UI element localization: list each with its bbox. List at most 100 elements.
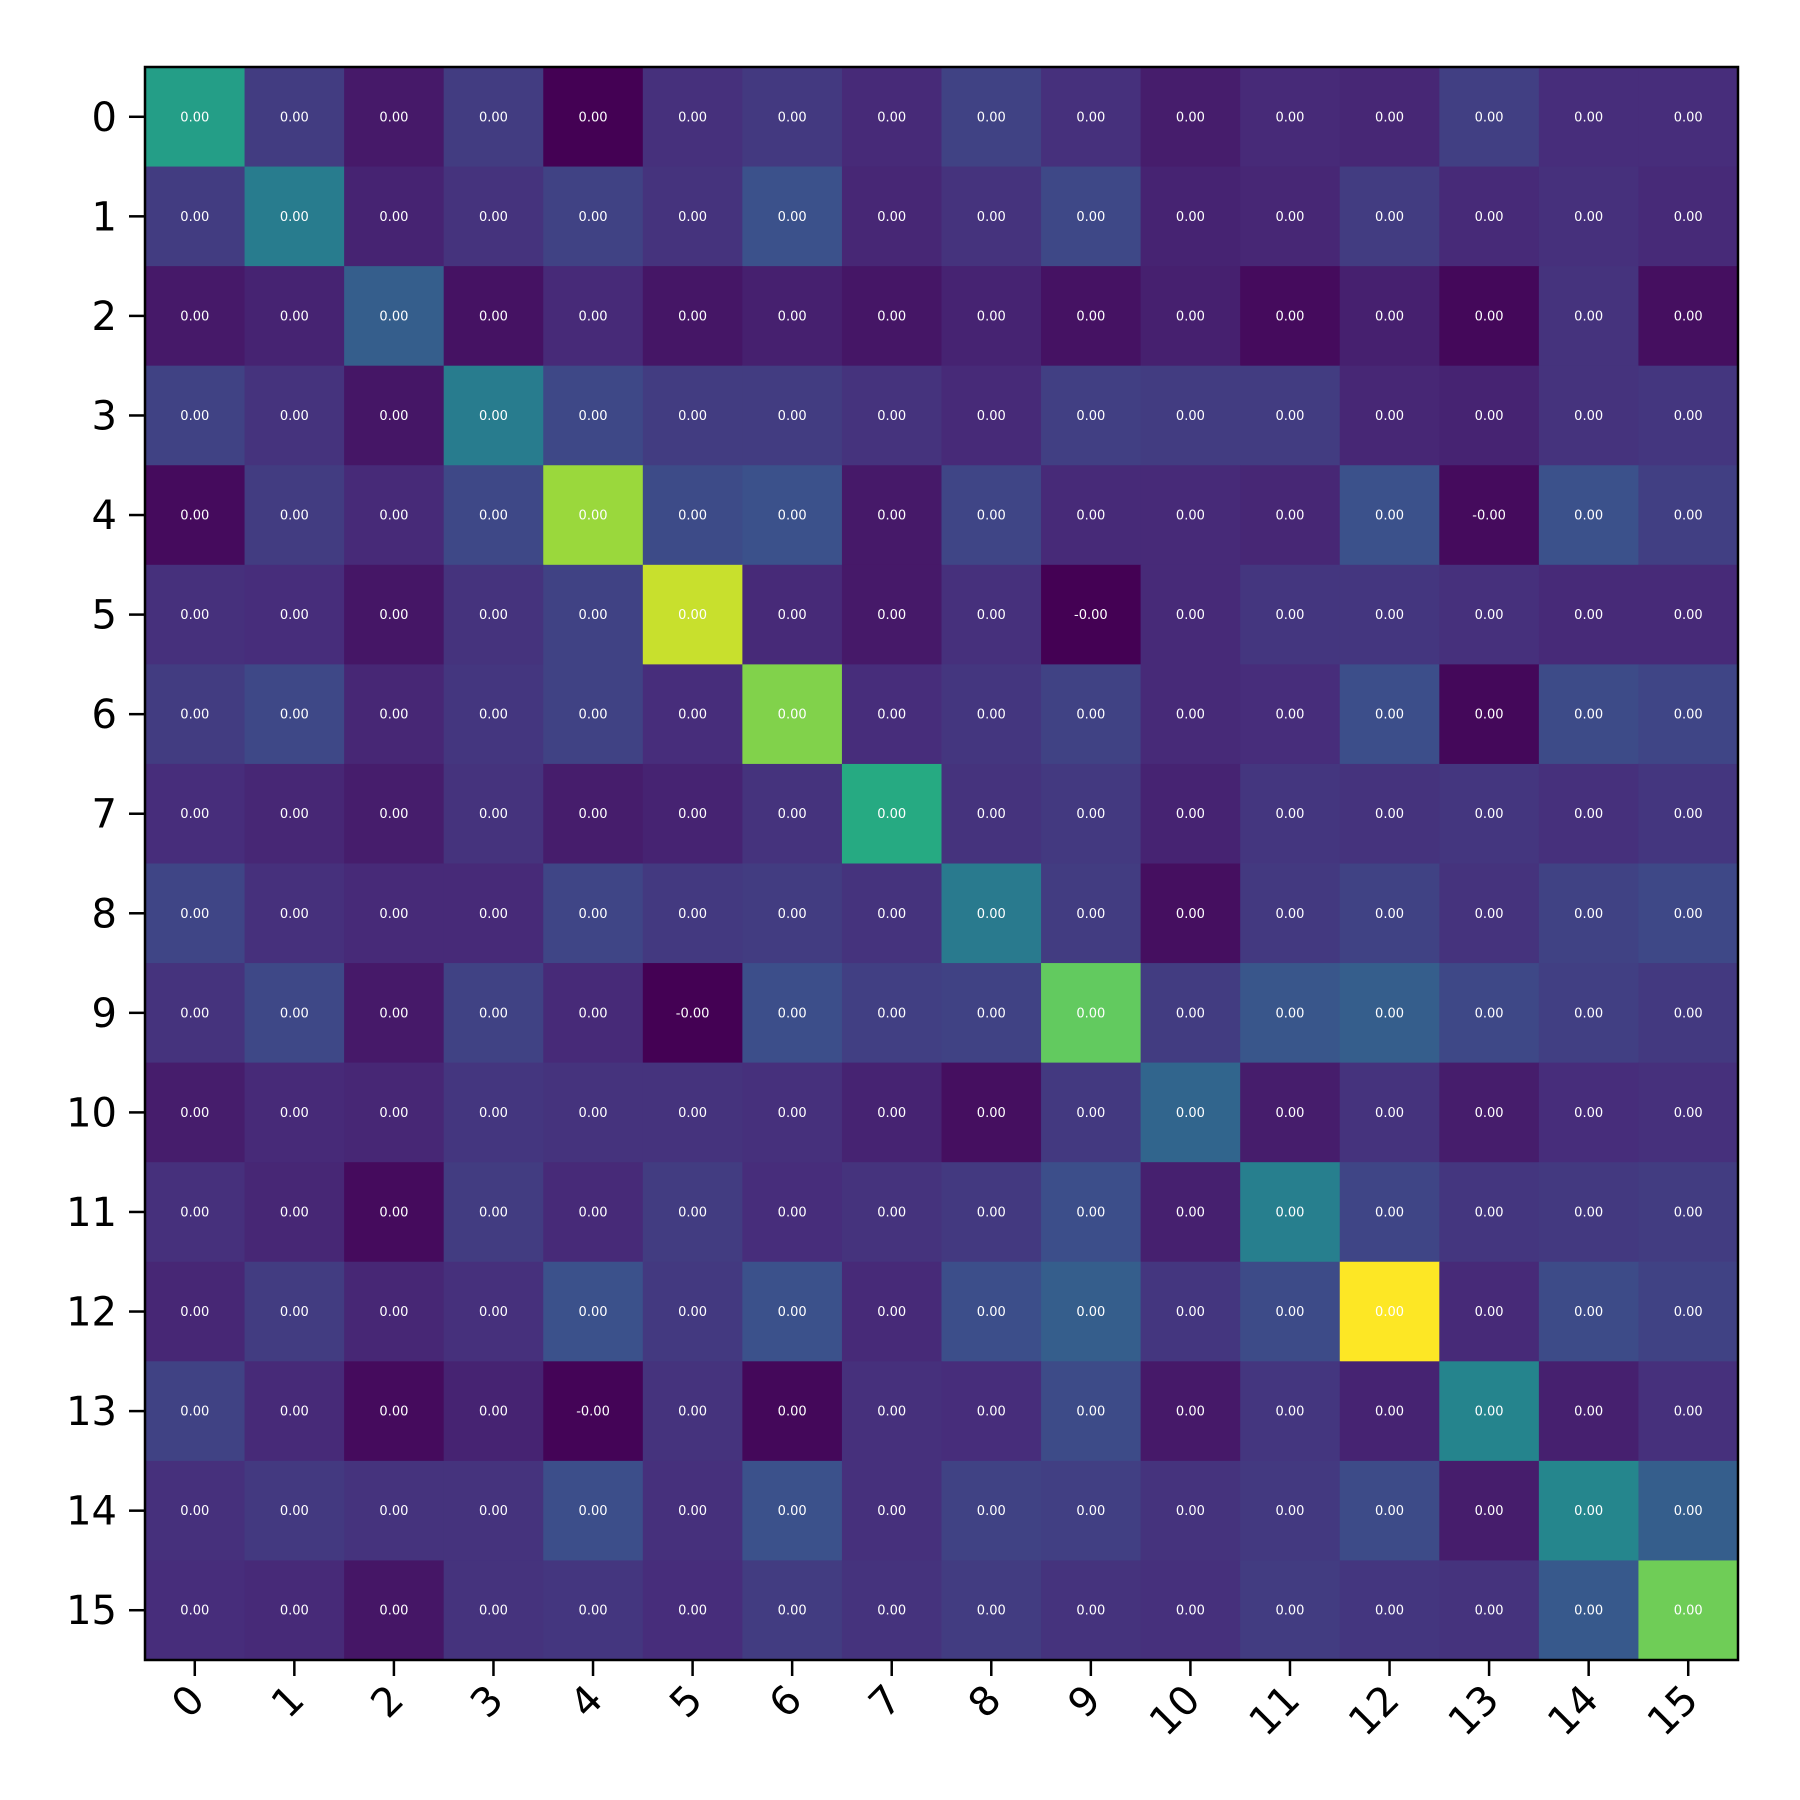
cell-value-label: 0.00 bbox=[579, 1106, 608, 1121]
cell-value-label: 0.00 bbox=[1475, 608, 1504, 623]
heatmap-cell bbox=[1538, 1460, 1640, 1562]
cell-value-label: 0.00 bbox=[479, 1006, 508, 1021]
heatmap-cell bbox=[145, 963, 246, 1064]
cell-value-label: 0.00 bbox=[678, 409, 707, 424]
cell-value-label: 0.00 bbox=[778, 1205, 807, 1220]
heatmap-cell bbox=[145, 67, 246, 168]
cell-value-label: 0.00 bbox=[379, 1604, 408, 1619]
heatmap-cell bbox=[1140, 1261, 1241, 1362]
cell-value-label: 0.00 bbox=[778, 1604, 807, 1619]
cell-value-label: 0.00 bbox=[1574, 409, 1603, 424]
heatmap-cell bbox=[941, 266, 1042, 367]
heatmap-cell bbox=[742, 963, 843, 1064]
cell-value-label: 0.00 bbox=[1475, 1604, 1504, 1619]
heatmap-cell bbox=[1339, 365, 1440, 466]
cell-value-label: 0.00 bbox=[479, 608, 508, 623]
cell-value-label: 0.00 bbox=[1176, 1006, 1205, 1021]
cell-value-label: 0.00 bbox=[579, 1504, 608, 1519]
cell-value-label: 0.00 bbox=[678, 608, 707, 623]
heatmap-cell bbox=[1240, 863, 1341, 964]
cell-value-label: 0.00 bbox=[1674, 608, 1703, 623]
cell-value-label: 0.00 bbox=[877, 1106, 906, 1121]
cell-value-label: -0.00 bbox=[1074, 608, 1108, 623]
heatmap-cell bbox=[1240, 564, 1341, 665]
heatmap-cell bbox=[1041, 1162, 1142, 1263]
cell-value-label: 0.00 bbox=[280, 1106, 309, 1121]
heatmap-cell bbox=[344, 863, 445, 964]
cell-value-label: 0.00 bbox=[1674, 509, 1703, 524]
cell-value-label: 0.00 bbox=[180, 807, 209, 822]
cell-value-label: 0.00 bbox=[579, 210, 608, 225]
heatmap-cell bbox=[742, 763, 843, 865]
cell-value-label: 0.00 bbox=[877, 608, 906, 623]
cell-value-label: 0.00 bbox=[778, 708, 807, 723]
heatmap-cell bbox=[1240, 465, 1341, 566]
heatmap-cell bbox=[1638, 1560, 1739, 1661]
cell-value-label: 0.00 bbox=[977, 509, 1006, 524]
heatmap-cell bbox=[1041, 1560, 1142, 1661]
heatmap-cell bbox=[1339, 465, 1440, 566]
heatmap-cell bbox=[1538, 763, 1640, 865]
heatmap-cell bbox=[1538, 1261, 1640, 1362]
heatmap-cell bbox=[1638, 266, 1739, 367]
heatmap-cell bbox=[244, 266, 345, 367]
cell-value-label: 0.00 bbox=[479, 1305, 508, 1320]
cell-value-label: 0.00 bbox=[1076, 210, 1105, 225]
heatmap-cell bbox=[1140, 465, 1241, 566]
cell-value-label: 0.00 bbox=[280, 1504, 309, 1519]
cell-value-label: 0.00 bbox=[977, 708, 1006, 723]
heatmap-cell bbox=[344, 1361, 445, 1462]
y-tick-label: 9 bbox=[92, 991, 117, 1037]
heatmap-cell bbox=[244, 1560, 345, 1661]
heatmap-cell bbox=[1240, 166, 1341, 267]
cell-value-label: 0.00 bbox=[1275, 1504, 1304, 1519]
heatmap-cell bbox=[941, 1361, 1042, 1462]
heatmap-cell bbox=[941, 664, 1042, 765]
cell-value-label: 0.00 bbox=[977, 1305, 1006, 1320]
heatmap-cell bbox=[1439, 1361, 1540, 1462]
heatmap-cell bbox=[941, 963, 1042, 1064]
cell-value-label: 0.00 bbox=[180, 110, 209, 125]
cell-value-label: 0.00 bbox=[778, 807, 807, 822]
cell-value-label: 0.00 bbox=[977, 1205, 1006, 1220]
cell-value-label: 0.00 bbox=[1574, 210, 1603, 225]
heatmap-cell bbox=[742, 67, 843, 168]
cell-value-label: 0.00 bbox=[1076, 1405, 1105, 1420]
heatmap-cell bbox=[841, 564, 943, 665]
cell-value-label: 0.00 bbox=[1375, 1305, 1404, 1320]
heatmap-cell bbox=[443, 863, 544, 964]
heatmap-cell bbox=[1240, 763, 1341, 865]
heatmap-cell bbox=[244, 166, 345, 267]
cell-value-label: 0.00 bbox=[678, 1106, 707, 1121]
heatmap-cell bbox=[941, 564, 1042, 665]
cell-value-label: 0.00 bbox=[778, 1106, 807, 1121]
heatmap-cell bbox=[543, 564, 644, 665]
heatmap-cell bbox=[344, 1261, 445, 1362]
cell-value-label: 0.00 bbox=[1375, 708, 1404, 723]
heatmap-cell bbox=[841, 763, 943, 865]
cell-value-label: 0.00 bbox=[977, 309, 1006, 324]
cell-value-label: 0.00 bbox=[977, 1006, 1006, 1021]
cell-value-label: 0.00 bbox=[379, 708, 408, 723]
heatmap-cell bbox=[1538, 266, 1640, 367]
heatmap-cell bbox=[1041, 67, 1142, 168]
cell-value-label: 0.00 bbox=[1475, 907, 1504, 922]
cell-value-label: 0.00 bbox=[778, 1504, 807, 1519]
cell-value-label: 0.00 bbox=[1275, 608, 1304, 623]
heatmap-cell bbox=[1439, 1560, 1540, 1661]
heatmap-cell bbox=[244, 67, 345, 168]
heatmap-cell bbox=[443, 1361, 544, 1462]
heatmap-cell bbox=[642, 465, 743, 566]
cell-value-label: 0.00 bbox=[379, 1305, 408, 1320]
cell-value-label: 0.00 bbox=[579, 110, 608, 125]
heatmap-cell bbox=[642, 1560, 743, 1661]
heatmap-cell bbox=[941, 465, 1042, 566]
cell-value-label: 0.00 bbox=[1475, 1006, 1504, 1021]
cell-value-label: 0.00 bbox=[678, 708, 707, 723]
heatmap-cell bbox=[1538, 1062, 1640, 1163]
cell-value-label: 0.00 bbox=[180, 509, 209, 524]
heatmap-cell bbox=[742, 465, 843, 566]
cell-value-label: 0.00 bbox=[877, 509, 906, 524]
heatmap-cell bbox=[1140, 1460, 1241, 1562]
cell-value-label: 0.00 bbox=[778, 309, 807, 324]
